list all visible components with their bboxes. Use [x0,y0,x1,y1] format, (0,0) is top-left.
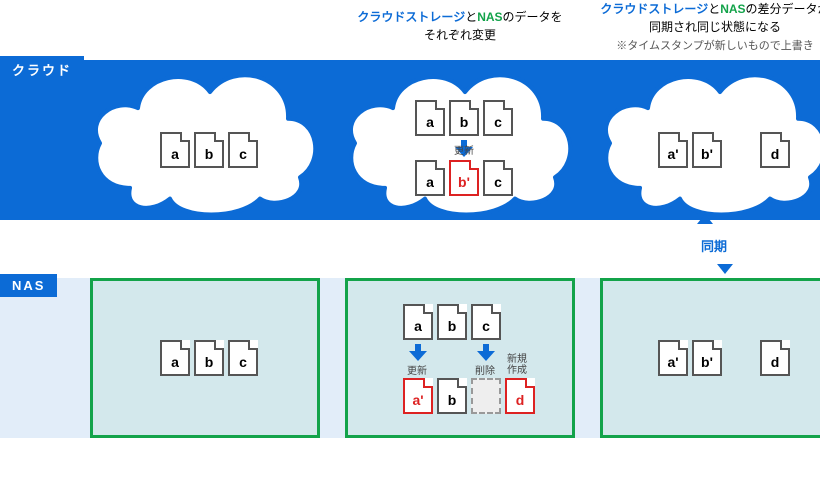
file-icon: a' [658,132,688,168]
cloud-panel-2: abc ab'c 更新 [345,60,575,220]
file-icon: d [505,378,535,414]
action-label: 削除 [475,362,495,377]
file-icon: a [415,160,445,196]
action-label: 更新 [454,142,474,157]
sync-label: 同期 [701,236,727,255]
nas-row-label: NAS [0,274,57,297]
file-icon: b [194,340,224,376]
cloud-row-label: クラウド [0,56,84,83]
file-icon: a [160,132,190,168]
file-icon: b [437,378,467,414]
file-icon [471,378,501,414]
file-icon: c [483,100,513,136]
file-icon: a' [658,340,688,376]
caption-col2: クラウドストレージとNASのデータをそれぞれ変更 [357,8,562,44]
diagram-stage: クラウド NAS クラウドストレージとNASのデータをそれぞれ変更 クラウドストレージ… [0,0,820,500]
sync-arrow-up-icon [697,214,713,224]
nas-panel-2: abca'bd更新削除新規 作成 [345,278,575,438]
file-icon: b' [449,160,479,196]
file-icon: c [483,160,513,196]
cloud-panel-1: abc [90,60,320,220]
file-icon: c [471,304,501,340]
nas-panel-3: a'b' d [600,278,820,438]
file-icon: d [760,132,790,168]
sync-arrow-down-icon [717,264,733,274]
file-icon: b [194,132,224,168]
file-icon: a [403,304,433,340]
caption-col3: クラウドストレージとNASの差分データが同期され同じ状態になる※タイムスタンプが… [600,0,820,55]
file-icon: b [449,100,479,136]
file-icon: d [760,340,790,376]
nas-panel-1: abc [90,278,320,438]
file-icon: a [160,340,190,376]
action-label: 更新 [407,362,427,377]
action-label: 新規 作成 [507,354,527,376]
file-icon: a' [403,378,433,414]
file-icon: a [415,100,445,136]
file-icon: b [437,304,467,340]
file-icon: c [228,132,258,168]
file-icon: b' [692,132,722,168]
file-icon: b' [692,340,722,376]
cloud-panel-3: a'b' d [600,60,820,220]
file-icon: c [228,340,258,376]
